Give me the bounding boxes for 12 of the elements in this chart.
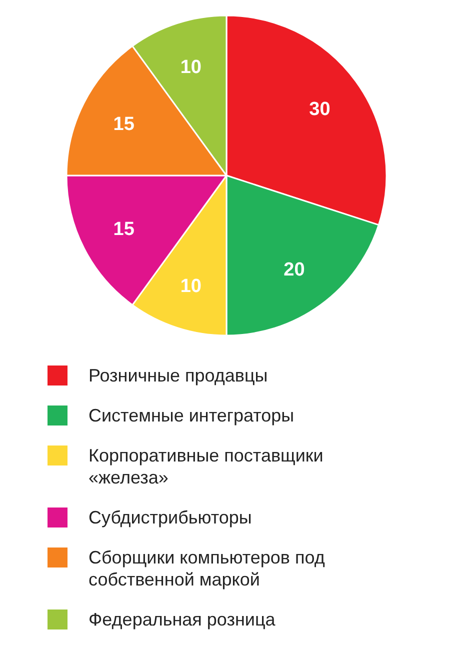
data-label: 30 [309, 98, 330, 120]
data-label: 20 [284, 260, 305, 281]
legend-label: Корпоративные поставщики «железа» [88, 446, 324, 488]
data-label: 15 [113, 218, 135, 240]
legend-label: Федеральная розница [88, 610, 276, 630]
data-label: 10 [180, 56, 202, 78]
data-label: 10 [180, 276, 202, 298]
data-label: 15 [113, 114, 135, 136]
legend-label: Субдистрибьюторы [88, 508, 252, 528]
legend-label: Розничные продавцы [88, 366, 268, 386]
legend-label: Системные интеграторы [88, 406, 294, 426]
legend-label: Сборщики компьютеров под собственной маркой [88, 548, 326, 590]
